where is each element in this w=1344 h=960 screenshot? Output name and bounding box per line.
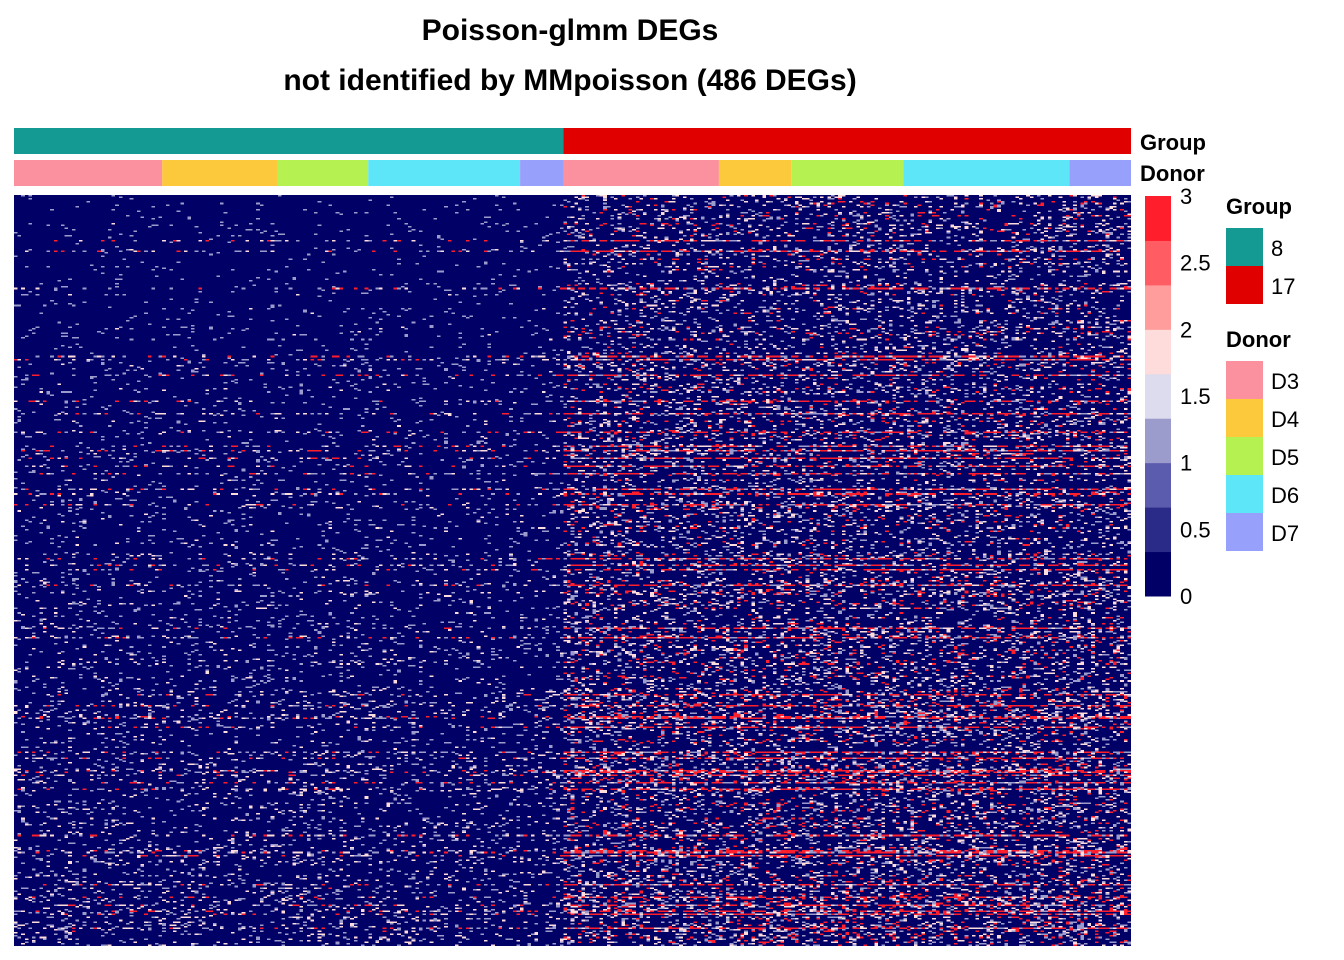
group-bar-segment-8 [14, 128, 564, 154]
donor-legend-label-D4: D4 [1271, 407, 1299, 432]
color-scale-block-5 [1145, 329, 1171, 375]
color-scale-tick-label: 1 [1180, 451, 1192, 476]
donor-bar-segment-17-D4 [718, 160, 792, 186]
donor-annotation-label: Donor [1140, 161, 1205, 186]
donor-bar-segment-8-D5 [277, 160, 369, 186]
donor-bar-segment-8-D7 [520, 160, 564, 186]
donor-legend-swatch-D5 [1226, 437, 1263, 475]
donor-legend-swatch-D6 [1226, 475, 1263, 513]
group-legend: Group 8 17 [1226, 194, 1295, 304]
color-scale-tick-label: 0 [1180, 584, 1192, 609]
donor-bar-segment-8-D6 [368, 160, 521, 186]
group-bar-segment-17 [563, 128, 1131, 154]
color-scale-tick-label: 0.5 [1180, 517, 1211, 542]
donor-legend-title: Donor [1226, 327, 1291, 352]
donor-legend-label-D3: D3 [1271, 369, 1299, 394]
donor-bar-segment-17-D6 [903, 160, 1070, 186]
color-scale-block-6 [1145, 284, 1171, 330]
donor-legend-label-D6: D6 [1271, 483, 1299, 508]
donor-annotation-bar [14, 160, 1131, 186]
color-scale-block-8 [1145, 196, 1171, 241]
color-scale-legend: 0 0.5 1 1.5 2 2.5 3 [1145, 184, 1211, 609]
donor-bar-segment-17-D5 [791, 160, 904, 186]
donor-bar-segment-17-D7 [1069, 160, 1131, 186]
chart-title-line-1: Poisson-glmm DEGs [421, 14, 719, 47]
donor-bar-segment-17-D3 [563, 160, 719, 186]
donor-legend-label-D7: D7 [1271, 521, 1299, 546]
donor-bar-segment-8-D4 [162, 160, 278, 186]
chart-title-line-2: not identified by MMpoisson (486 DEGs) [283, 64, 857, 97]
donor-legend: Donor D3 D4 D5 D6 D7 [1226, 327, 1299, 551]
donor-legend-swatch-D7 [1226, 513, 1263, 551]
group-legend-title: Group [1226, 194, 1292, 219]
group-annotation-label: Group [1140, 130, 1206, 155]
color-scale-tick-label: 1.5 [1180, 384, 1211, 409]
color-scale-tick-label: 2.5 [1180, 251, 1211, 276]
donor-legend-swatch-D4 [1226, 399, 1263, 437]
group-annotation-bar [14, 128, 1131, 154]
color-scale-block-3 [1145, 418, 1171, 464]
color-scale-block-1 [1145, 507, 1171, 553]
color-scale-block-7 [1145, 240, 1171, 286]
group-legend-label-8: 8 [1271, 236, 1283, 261]
group-legend-label-17: 17 [1271, 274, 1295, 299]
color-scale-tick-label: 3 [1180, 184, 1192, 209]
group-legend-swatch-17 [1226, 266, 1263, 304]
color-scale-tick-label: 2 [1180, 317, 1192, 342]
donor-legend-swatch-D3 [1226, 361, 1263, 399]
donor-legend-label-D5: D5 [1271, 445, 1299, 470]
group-legend-swatch-8 [1226, 228, 1263, 266]
donor-bar-segment-8-D3 [14, 160, 163, 186]
heatmap-cells [14, 195, 1131, 946]
color-scale-block-4 [1145, 373, 1171, 419]
color-scale-block-0 [1145, 551, 1171, 597]
color-scale-block-2 [1145, 462, 1171, 508]
